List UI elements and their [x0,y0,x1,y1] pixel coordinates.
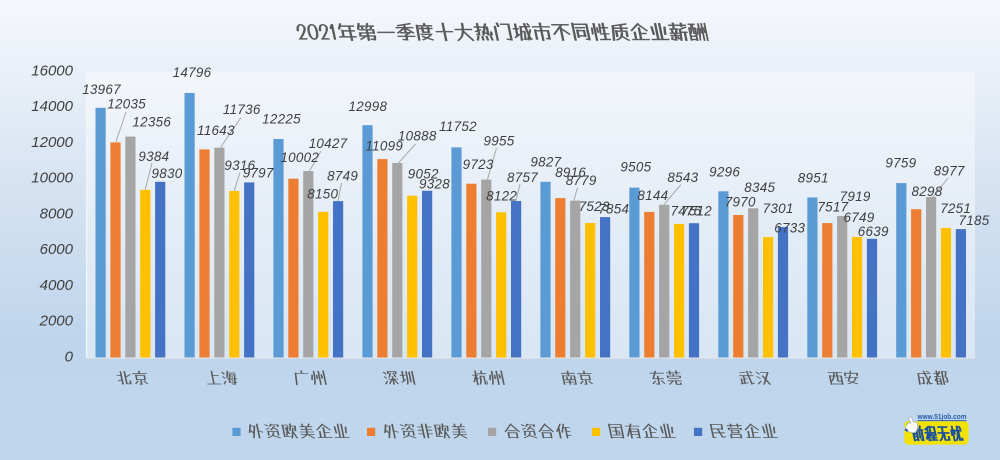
svg-text:6639: 6639 [858,224,889,239]
svg-text:9827: 9827 [530,155,561,170]
svg-text:10000: 10000 [31,170,73,187]
svg-text:8345: 8345 [744,180,775,195]
svg-text:11099: 11099 [365,138,403,153]
svg-text:8951: 8951 [798,171,829,186]
svg-text:9052: 9052 [408,167,439,182]
svg-text:12356: 12356 [132,115,171,130]
svg-text:www.51job.com: www.51job.com [917,412,967,421]
svg-text:12998: 12998 [349,99,388,114]
svg-text:14000: 14000 [31,98,73,115]
svg-text:9759: 9759 [885,155,916,170]
svg-text:7854: 7854 [598,202,629,217]
svg-text:8916: 8916 [555,165,586,180]
svg-text:2000: 2000 [39,313,74,330]
svg-text:9505: 9505 [620,159,651,174]
svg-text:8543: 8543 [667,170,698,185]
svg-text:7185: 7185 [959,213,990,228]
svg-text:11643: 11643 [197,123,235,138]
svg-text:8757: 8757 [507,170,538,185]
svg-text:6733: 6733 [774,220,805,235]
svg-text:9296: 9296 [709,164,740,179]
svg-text:10888: 10888 [398,129,437,144]
svg-text:9723: 9723 [463,157,494,172]
svg-text:7301: 7301 [763,201,794,216]
svg-text:8150: 8150 [307,187,338,202]
svg-text:7919: 7919 [840,189,871,204]
svg-text:10427: 10427 [309,136,348,151]
svg-text:6000: 6000 [40,241,74,258]
svg-text:4000: 4000 [40,277,74,294]
svg-text:7512: 7512 [681,204,712,219]
svg-text:9328: 9328 [419,177,450,192]
svg-text:8977: 8977 [934,163,965,178]
svg-text:7251: 7251 [940,201,971,216]
svg-text:14796: 14796 [173,65,212,80]
svg-text:8749: 8749 [327,168,358,183]
svg-text:9797: 9797 [243,166,274,181]
svg-text:12000: 12000 [31,134,73,151]
svg-text:12225: 12225 [262,112,301,127]
svg-text:7517: 7517 [817,199,848,214]
svg-text:13967: 13967 [82,82,121,97]
svg-text:7970: 7970 [725,194,756,209]
svg-text:7475: 7475 [671,204,702,219]
svg-text:8779: 8779 [566,173,597,188]
svg-text:16000: 16000 [31,62,73,79]
svg-text:9316: 9316 [224,158,255,173]
svg-text:9830: 9830 [152,166,183,181]
svg-text:8000: 8000 [40,205,74,222]
svg-text:11752: 11752 [439,119,477,134]
svg-text:11736: 11736 [223,102,261,117]
svg-text:8298: 8298 [912,184,943,199]
svg-text:7523: 7523 [579,199,610,214]
svg-text:8144: 8144 [637,188,668,203]
svg-text:6749: 6749 [844,210,875,225]
svg-text:0: 0 [65,348,74,365]
svg-text:10002: 10002 [280,150,319,165]
svg-text:9955: 9955 [484,134,515,149]
svg-text:12035: 12035 [107,97,146,112]
svg-text:9384: 9384 [138,149,169,164]
svg-text:8122: 8122 [486,188,517,203]
